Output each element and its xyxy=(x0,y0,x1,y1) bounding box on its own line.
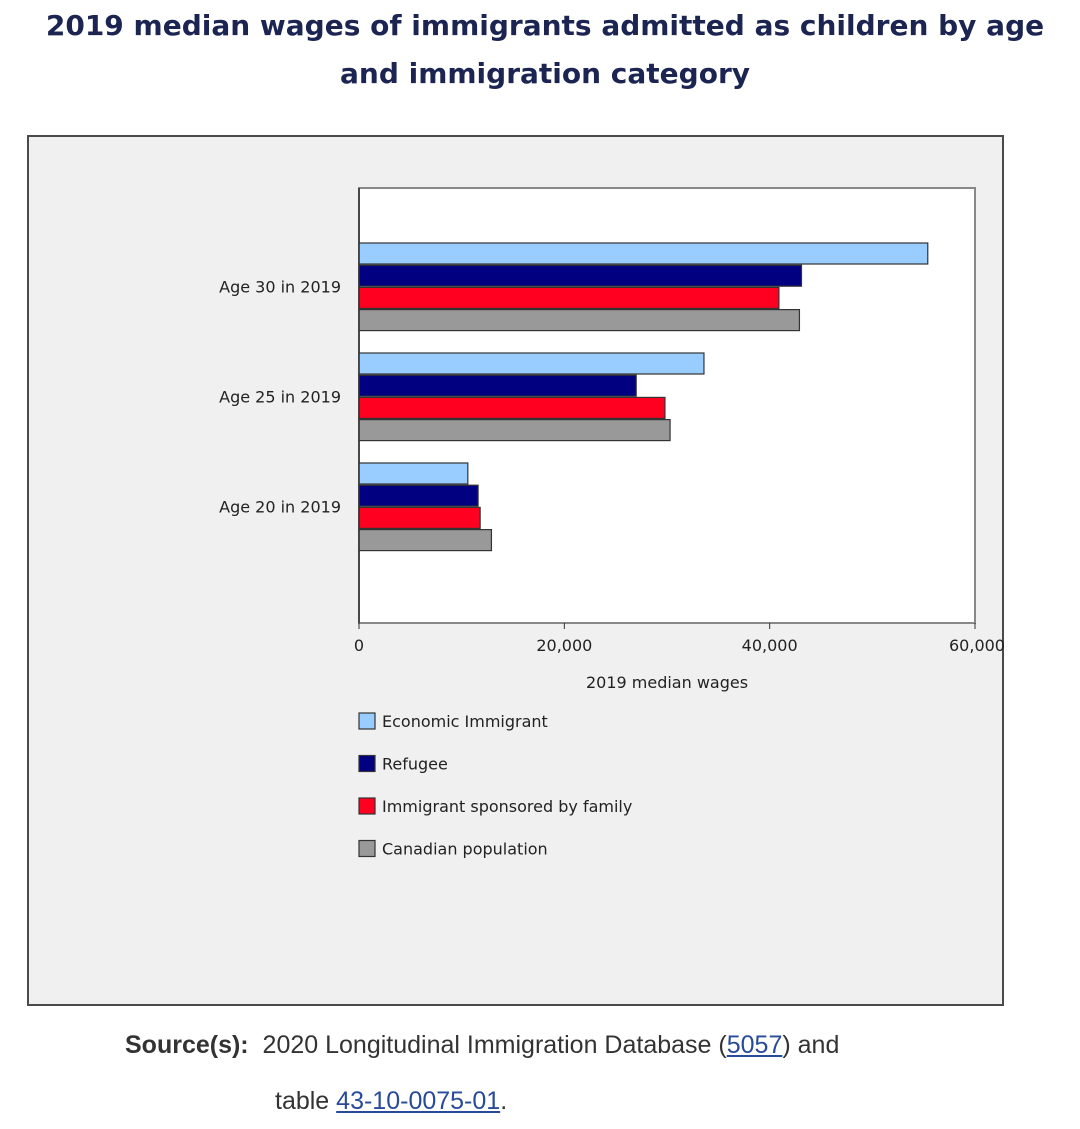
legend-swatch xyxy=(358,754,376,773)
bar-immigrant-sponsored-by-family-1 xyxy=(358,396,666,419)
legend-swatch xyxy=(358,797,376,815)
category-label: Age 25 in 2019 xyxy=(219,387,341,406)
bar-economic-immigrant-2 xyxy=(358,462,469,485)
x-axis-title: 2019 median wages xyxy=(586,673,748,692)
bar-canadian-population-2 xyxy=(358,529,493,552)
source-text-middle: ) and xyxy=(782,1031,840,1059)
bar-refugee-2 xyxy=(358,484,479,507)
source-text-end: . xyxy=(500,1087,508,1115)
source-link-5057[interactable]: 5057 xyxy=(726,1031,783,1059)
bar-refugee-0 xyxy=(358,264,803,287)
chart: Age 30 in 2019 Age 25 in 2019 Age 20 in 20… xyxy=(219,187,1004,859)
legend-label: Economic Immigrant xyxy=(382,712,548,731)
x-tick-label: 60,000 xyxy=(949,636,1004,655)
bar-economic-immigrant-1 xyxy=(358,352,705,375)
x-tick-label: 20,000 xyxy=(536,636,592,655)
legend-swatch xyxy=(358,839,376,858)
bar-economic-immigrant-0 xyxy=(358,242,929,265)
source-text: 2020 Longitudinal Immigration Database ( xyxy=(262,1031,727,1059)
figure-panel: Age 30 in 2019 Age 25 in 2019 Age 20 in 20… xyxy=(27,135,1004,1115)
legend-swatch xyxy=(358,712,376,730)
chart-title: 2019 median wages of immigrants admitted… xyxy=(45,9,1045,90)
bar-canadian-population-0 xyxy=(358,309,801,332)
legend-label: Refugee xyxy=(382,755,448,774)
bar-immigrant-sponsored-by-family-0 xyxy=(358,286,780,309)
category-label: Age 30 in 2019 xyxy=(219,277,341,296)
x-tick-label: 0 xyxy=(354,636,364,655)
bar-immigrant-sponsored-by-family-2 xyxy=(358,506,481,529)
source-link-table[interactable]: 43-10-0075-01 xyxy=(336,1087,501,1115)
source-label: Source(s): xyxy=(125,1031,249,1059)
legend-label: Canadian population xyxy=(382,840,548,859)
category-label: Age 20 in 2019 xyxy=(219,497,341,516)
legend-label: Immigrant sponsored by family xyxy=(382,797,632,816)
bar-refugee-1 xyxy=(358,374,637,397)
bar-canadian-population-1 xyxy=(358,419,671,442)
x-tick-label: 40,000 xyxy=(742,636,798,655)
source-note: Source(s): 2020 Longitudinal Immigration… xyxy=(125,1017,985,1129)
source-text-line2: table xyxy=(275,1087,337,1115)
